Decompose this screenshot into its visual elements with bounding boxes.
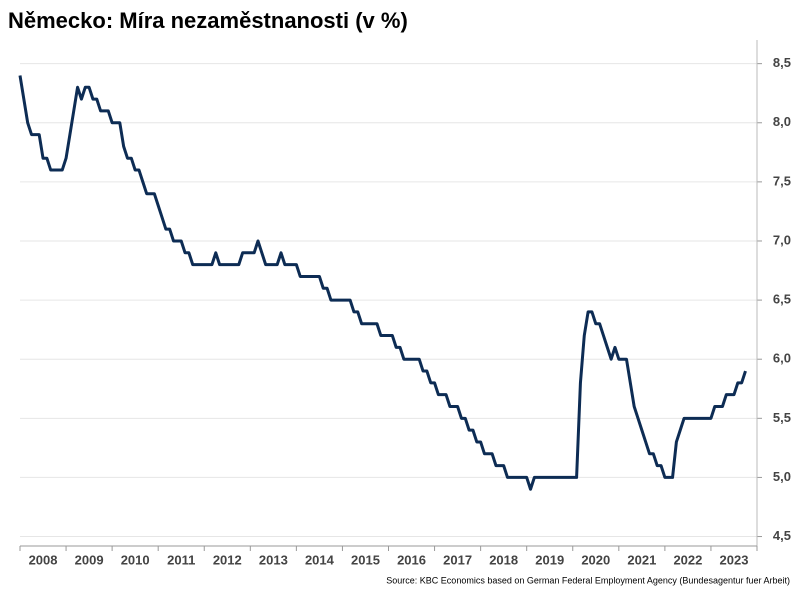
x-tick-label: 2015 bbox=[351, 552, 380, 567]
x-tick-label: 2021 bbox=[627, 552, 656, 567]
x-tick-label: 2009 bbox=[75, 552, 104, 567]
y-tick-label: 7,5 bbox=[773, 173, 791, 188]
source-note: Source: KBC Economics based on German Fe… bbox=[386, 575, 790, 585]
y-tick-label: 8,0 bbox=[773, 114, 791, 129]
y-tick-label: 8,5 bbox=[773, 55, 791, 70]
data-line bbox=[18, 75, 747, 491]
x-tick-label: 2013 bbox=[259, 552, 288, 567]
x-tick-label: 2012 bbox=[213, 552, 242, 567]
x-tick-label: 2022 bbox=[673, 552, 702, 567]
x-tick-label: 2014 bbox=[305, 552, 335, 567]
y-tick-label: 6,5 bbox=[773, 292, 791, 307]
y-tick-label: 6,0 bbox=[773, 351, 791, 366]
x-tick-label: 2020 bbox=[581, 552, 610, 567]
x-tick-label: 2018 bbox=[489, 552, 518, 567]
x-tick-label: 2011 bbox=[167, 552, 195, 567]
x-tick-label: 2017 bbox=[443, 552, 472, 567]
x-tick-label: 2008 bbox=[29, 552, 58, 567]
y-tick-label: 5,5 bbox=[773, 410, 791, 425]
y-tick-label: 5,0 bbox=[773, 469, 791, 484]
x-tick-label: 2010 bbox=[121, 552, 150, 567]
x-tick-label: 2016 bbox=[397, 552, 426, 567]
x-tick-label: 2019 bbox=[535, 552, 564, 567]
x-tick-label: 2023 bbox=[720, 552, 749, 567]
y-tick-label: 4,5 bbox=[773, 528, 791, 543]
chart-title: Německo: Míra nezaměstnanosti (v %) bbox=[8, 8, 408, 33]
y-tick-label: 7,0 bbox=[773, 232, 791, 247]
